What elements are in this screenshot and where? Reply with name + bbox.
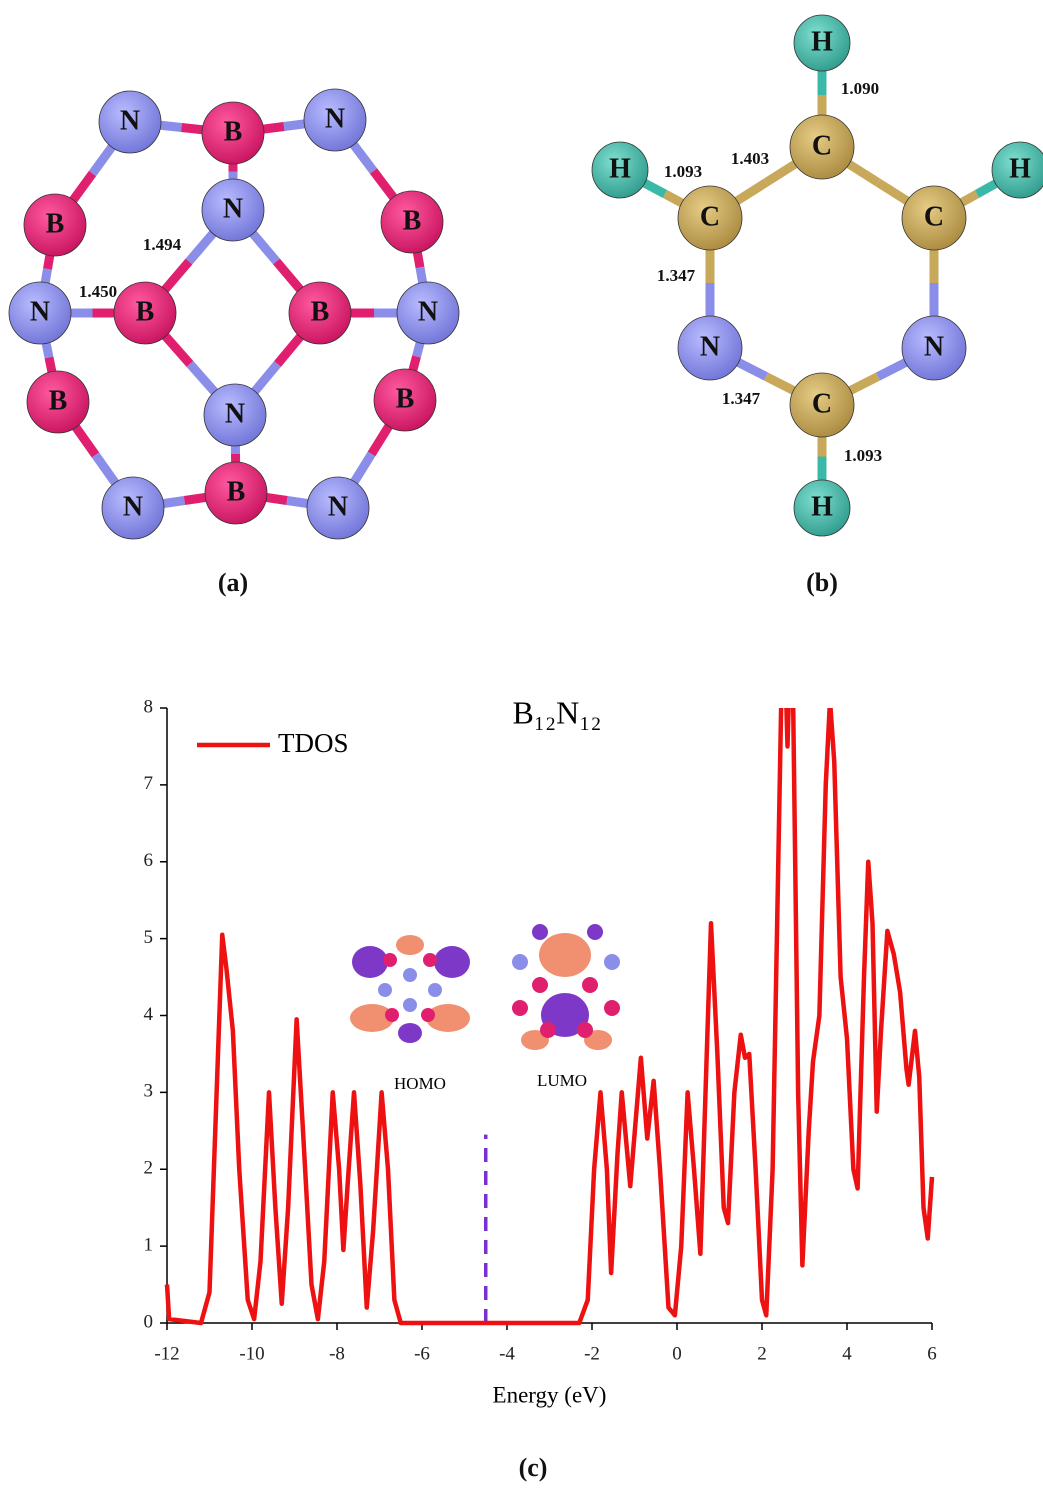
y-tick-label: 0 [144,1311,154,1332]
y-tick-label: 1 [144,1234,154,1255]
panel-a: N B N B N B N B B N B N B N B N 1.494 1.450 (a) [9,89,459,597]
atom-label: B [224,116,243,147]
bond-length: 1.403 [731,149,769,168]
atom-label: N [120,105,140,136]
atom-label: N [325,103,345,134]
atom-label: H [1009,153,1031,184]
x-tick-label: -12 [154,1343,179,1364]
bond-length: 1.347 [657,266,696,285]
atom-label: N [225,398,245,429]
x-tick-label: -2 [584,1343,600,1364]
y-tick-label: 6 [144,850,154,871]
y-tick-label: 2 [144,1158,154,1179]
x-tick-label: 6 [927,1343,937,1364]
homo-inset [350,935,470,1043]
atom-label: B [46,208,65,239]
y-tick-label: 5 [144,927,154,948]
x-axis-label: Energy (eV) [493,1382,607,1407]
x-tick-label: 4 [842,1343,852,1364]
y-tick-label: 7 [144,773,154,794]
x-tick-label: -6 [414,1343,430,1364]
bond-length: 1.494 [143,235,182,254]
caption: (c) [519,1453,548,1482]
legend-label: TDOS [278,728,349,758]
bond-length: 1.093 [844,446,882,465]
bond-length: 1.450 [79,282,117,301]
atom-label: N [924,331,944,362]
x-tick-label: -4 [499,1343,515,1364]
annotation: HOMO [394,1074,446,1093]
x-tick-label: -10 [239,1343,264,1364]
atom-label: B [136,296,155,327]
atom-label: H [811,26,833,57]
atom-label: N [123,491,143,522]
atom-label: B [227,476,246,507]
atom-label: B [311,296,330,327]
y-tick-label: 8 [144,696,154,717]
x-tick-label: 2 [757,1343,767,1364]
panel-b: H C C C H H N N C H 1.090 1.403 1.093 1.347 1.347 1.093… [592,15,1043,597]
caption: (b) [806,568,838,597]
atom-label: N [30,296,50,327]
y-tick-label: 4 [144,1004,154,1025]
atom-label: C [924,201,944,232]
atom-label: N [700,331,720,362]
bond-length: 1.090 [841,79,879,98]
chart-title: B₁₂N₁₂ [512,694,601,730]
atom-label: B [396,383,415,414]
atom-label: B [49,385,68,416]
atom-label: N [328,491,348,522]
atom-label: N [418,296,438,327]
atom-label: C [700,201,720,232]
atom-label: H [811,491,833,522]
atom-label: H [609,153,631,184]
bond-length: 1.347 [722,389,761,408]
y-tick-label: 3 [144,1081,154,1102]
panel-c: 0 1 2 3 4 5 6 7 8 -12 -10 -8 -6 -4 -2 0 2 4 6 Energy (eV) B₁… [144,593,937,1482]
x-tick-label: -8 [329,1343,345,1364]
atom-label: B [403,205,422,236]
figure: NBNBNBNBBNBNBNBN1.4941.450(a) HCCCHHNNCH… [0,0,1043,1488]
lumo-inset [512,924,620,1050]
atom-label: C [812,130,832,161]
atom-label: C [812,388,832,419]
annotation: LUMO [537,1071,587,1090]
atom-label: N [223,193,243,224]
caption: (a) [218,568,248,597]
bond-length: 1.093 [664,162,702,181]
x-tick-label: 0 [672,1343,682,1364]
